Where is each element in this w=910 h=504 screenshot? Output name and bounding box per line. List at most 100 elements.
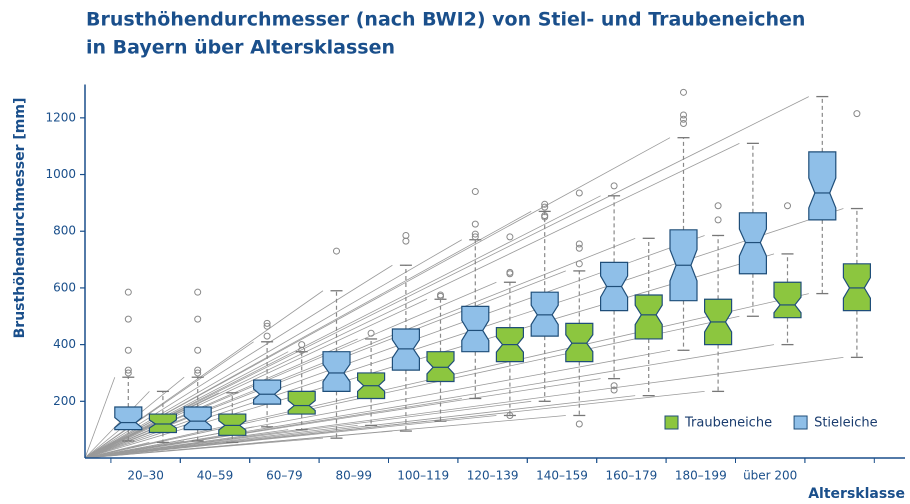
box [391, 328, 420, 371]
flier [680, 111, 687, 119]
flier [784, 202, 791, 210]
box [461, 305, 490, 353]
x-axis-label: Altersklasse [808, 486, 905, 502]
chart-title: in Bayern über Altersklassen [86, 37, 395, 59]
flier [471, 233, 479, 241]
flier [575, 420, 583, 428]
x-tick-label: 20–30 [127, 469, 164, 483]
flier [853, 110, 861, 118]
flier [541, 203, 549, 211]
box [253, 379, 282, 405]
y-tick-label: 600 [53, 280, 76, 294]
x-tick-label: über 200 [743, 469, 797, 483]
box [183, 406, 212, 431]
y-tick-label: 400 [53, 337, 76, 351]
fan-line [84, 96, 809, 459]
flier [194, 288, 202, 296]
fan-line [84, 430, 393, 459]
box [634, 294, 663, 340]
flier [124, 369, 132, 377]
y-tick-label: 200 [53, 394, 76, 408]
flier [263, 332, 271, 340]
y-tick-label: 1000 [45, 167, 76, 181]
box [114, 406, 143, 431]
flier [124, 315, 132, 323]
y-axis-label: Brusthöhendurchmesser [mm] [12, 98, 28, 339]
box [218, 413, 247, 436]
flier [506, 268, 514, 276]
flier [124, 366, 132, 374]
flier [263, 322, 271, 330]
flier [506, 411, 514, 419]
legend-swatch [793, 415, 808, 430]
flier [610, 182, 618, 190]
fan-line [84, 137, 671, 459]
x-tick-label: 100–119 [397, 469, 449, 483]
fan-line [84, 239, 463, 459]
fan-line [84, 400, 532, 459]
legend-swatch [664, 415, 679, 430]
flier [610, 382, 618, 390]
flier [471, 230, 479, 238]
x-tick-label: 180–199 [675, 469, 727, 483]
flier [575, 189, 583, 197]
legend-label: Traubeneiche [684, 416, 772, 431]
flier [575, 260, 583, 268]
flier [680, 120, 687, 128]
flier [402, 231, 410, 239]
flier [194, 366, 202, 374]
fan-line [84, 142, 740, 459]
flier [680, 88, 687, 96]
fan-line [84, 298, 428, 459]
flier [575, 240, 583, 248]
x-tick-label: 40–59 [197, 469, 234, 483]
flier [541, 212, 549, 220]
flier [263, 319, 271, 327]
flier [402, 237, 410, 245]
flier [333, 247, 340, 255]
box [148, 413, 177, 434]
flier [680, 115, 687, 123]
flier [610, 386, 618, 394]
flier [367, 329, 375, 337]
y-tick-label: 800 [53, 224, 76, 238]
fan-line [84, 391, 150, 459]
flier [124, 346, 132, 354]
box [287, 390, 316, 415]
legend-label: Stieleiche [814, 416, 878, 431]
flier [124, 288, 132, 296]
fan-line [84, 315, 740, 459]
flier [298, 341, 306, 349]
x-tick-label: 60–79 [266, 469, 303, 483]
box [565, 322, 594, 363]
x-tick-label: 120–139 [467, 469, 519, 483]
x-tick-label: 80–99 [336, 469, 373, 483]
fan-line [84, 290, 324, 459]
flier [541, 200, 549, 208]
fan-line [84, 395, 636, 459]
box [322, 351, 351, 392]
flier [575, 244, 583, 252]
box [530, 291, 559, 337]
flier [714, 202, 722, 210]
fan-line [84, 390, 705, 459]
box [808, 151, 837, 221]
flier [714, 216, 722, 224]
flier [506, 233, 514, 241]
fan-line [84, 344, 775, 459]
flier [471, 220, 479, 228]
box [426, 351, 455, 383]
flier [194, 369, 202, 377]
fan-line [84, 351, 289, 459]
fan-line [84, 356, 844, 459]
flier [471, 188, 479, 196]
box [738, 212, 768, 275]
flier [194, 346, 202, 354]
y-tick-label: 1200 [45, 110, 76, 124]
fan-line [84, 378, 601, 459]
flier [437, 291, 444, 299]
chart-title: Brusthöhendurchmesser (nach BWI2) von St… [86, 9, 805, 31]
x-tick-label: 140–159 [536, 469, 588, 483]
flier [194, 315, 202, 323]
